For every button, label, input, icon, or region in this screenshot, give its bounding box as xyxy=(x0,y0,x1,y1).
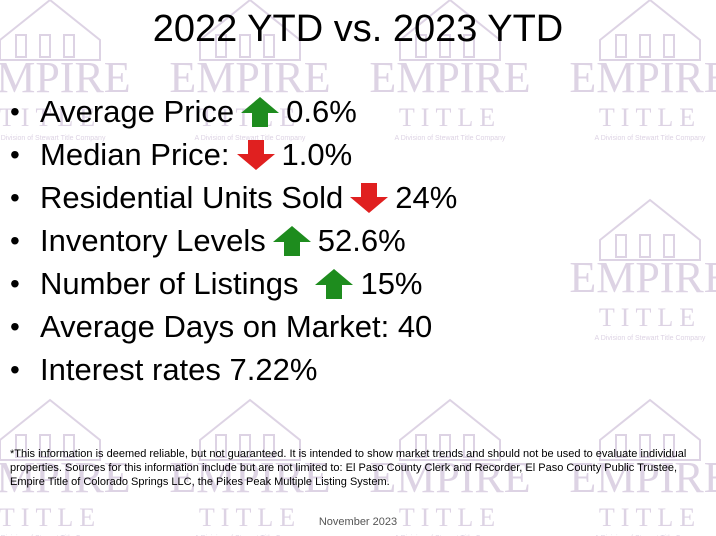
svg-text:EMPIRE: EMPIRE xyxy=(569,53,716,102)
svg-text:TITLE: TITLE xyxy=(599,103,701,132)
svg-text:TITLE: TITLE xyxy=(0,103,101,132)
bullet-label: Average Price xyxy=(40,94,235,129)
svg-text:EMPIRE: EMPIRE xyxy=(369,53,530,102)
svg-text:A Division of Stewart Title Co: A Division of Stewart Title Company xyxy=(195,135,306,142)
svg-text:EMPIRE: EMPIRE xyxy=(169,53,330,102)
bullet-value: 24% xyxy=(395,180,458,215)
footer-date: November 2023 xyxy=(318,516,398,528)
svg-text:TITLE: TITLE xyxy=(599,303,701,332)
svg-text:EMPIRE: EMPIRE xyxy=(0,453,131,502)
bullet-value: 1.0% xyxy=(281,137,353,172)
svg-text:EMPIRE: EMPIRE xyxy=(569,253,716,302)
svg-text:EMPIRE: EMPIRE xyxy=(169,453,330,502)
up-arrow-icon xyxy=(315,268,354,299)
bullet-value: 0.6% xyxy=(286,94,357,129)
bullet-label: Number of Listings xyxy=(40,266,299,301)
up-arrow-icon xyxy=(241,96,280,127)
svg-text:A Division of Stewart Title Co: A Division of Stewart Title Company xyxy=(0,135,106,142)
svg-text:A Division of Stewart Title Co: A Division of Stewart Title Company xyxy=(595,335,706,342)
bullet-average-price: • Average Price 0.6% xyxy=(10,90,457,133)
bullet-label: Inventory Levels xyxy=(40,223,266,258)
down-arrow-icon xyxy=(236,139,275,170)
bullet-list: • Average Price 0.6% • Median Price: 1.0… xyxy=(10,90,457,391)
svg-text:TITLE: TITLE xyxy=(399,103,501,132)
svg-text:EMPIRE: EMPIRE xyxy=(0,53,131,102)
bullet-residential-units-sold: • Residential Units Sold 24% xyxy=(10,176,457,219)
bullet-label: Median Price: xyxy=(40,137,230,172)
slide-title: 2022 YTD vs. 2023 YTD xyxy=(152,8,564,50)
bullet-interest-rates: • Interest rates 7.22% xyxy=(10,348,457,391)
bullet-median-price: • Median Price: 1.0% xyxy=(10,133,457,176)
bullet-value: 15% xyxy=(360,266,423,301)
svg-text:A Division of Stewart Title Co: A Division of Stewart Title Company xyxy=(395,135,506,142)
bullet-number-of-listings: • Number of Listings 15% xyxy=(10,262,457,305)
down-arrow-icon xyxy=(350,182,389,213)
bullet-label: Interest rates 7.22% xyxy=(40,352,318,387)
bullet-label: Residential Units Sold xyxy=(40,180,344,215)
bullet-average-days-on-market: • Average Days on Market: 40 xyxy=(10,305,457,348)
up-arrow-icon xyxy=(272,225,311,256)
svg-text:TITLE: TITLE xyxy=(199,503,301,532)
disclaimer-footnote: *This information is deemed reliable, bu… xyxy=(10,448,687,488)
bullet-label: Average Days on Market: 40 xyxy=(40,309,433,344)
svg-text:EMPIRE: EMPIRE xyxy=(569,453,716,502)
svg-text:TITLE: TITLE xyxy=(399,503,501,532)
bullet-inventory-levels: • Inventory Levels 52.6% xyxy=(10,219,457,262)
svg-text:TITLE: TITLE xyxy=(0,503,101,532)
svg-text:A Division of Stewart Title Co: A Division of Stewart Title Company xyxy=(595,135,706,142)
svg-text:TITLE: TITLE xyxy=(599,503,701,532)
bullet-value: 52.6% xyxy=(317,223,406,258)
svg-text:EMPIRE: EMPIRE xyxy=(369,453,530,502)
